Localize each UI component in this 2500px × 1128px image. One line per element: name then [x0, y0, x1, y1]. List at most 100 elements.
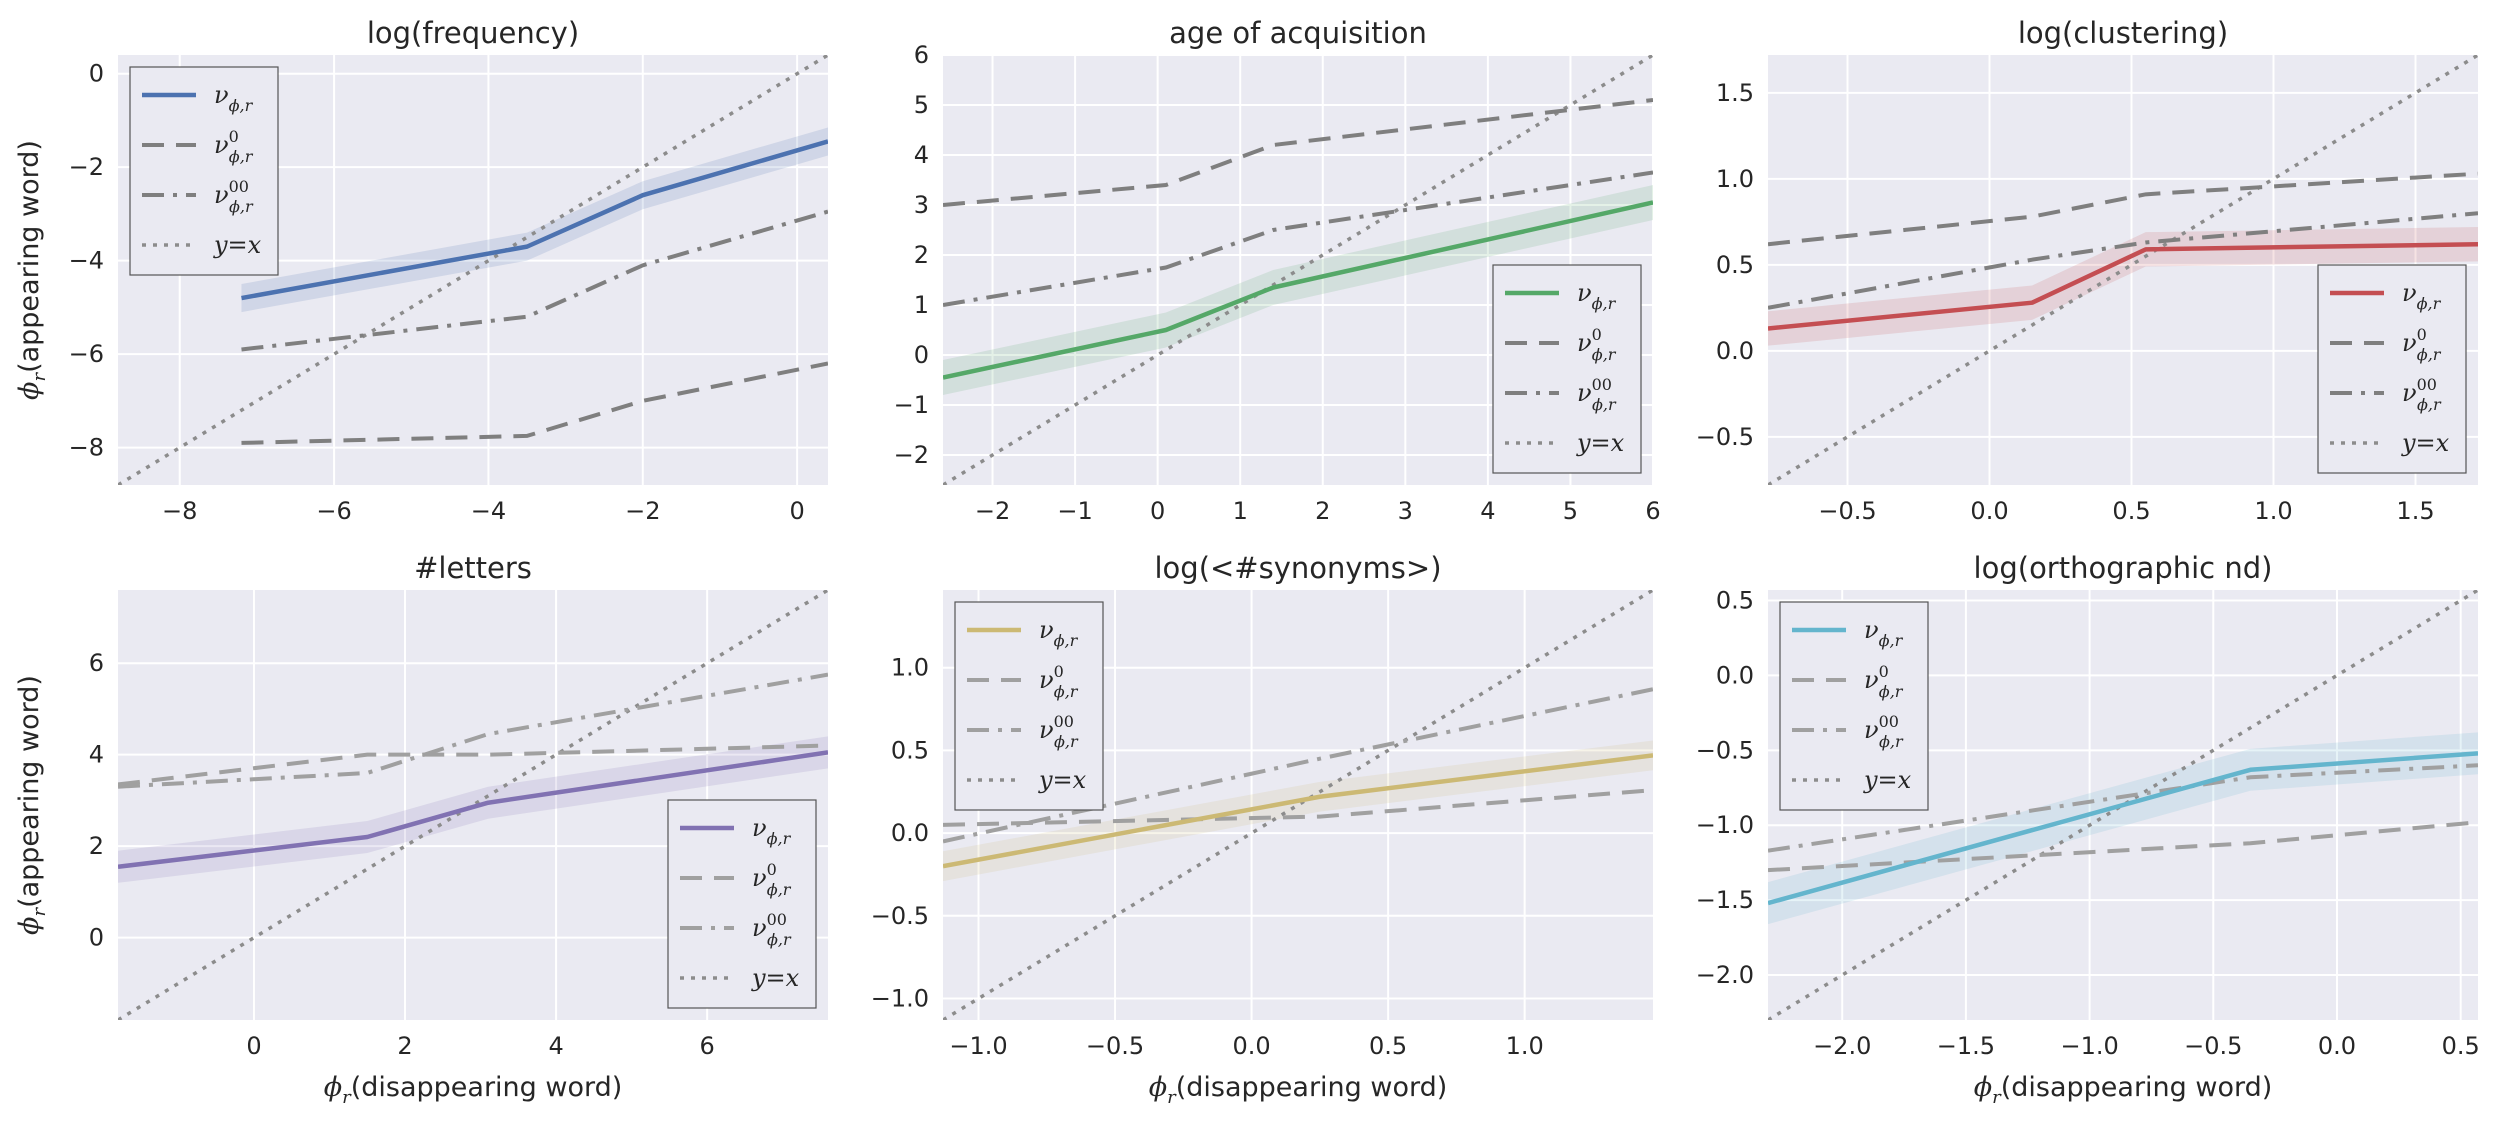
legend-label-3: y=x — [2401, 429, 2450, 457]
y-axis-label: ϕr(appearing word) — [14, 675, 50, 935]
x-tick-label: 3 — [1398, 497, 1413, 525]
y-tick-label: −2.0 — [1696, 961, 1754, 989]
x-tick-label: 2 — [1315, 497, 1330, 525]
chart-title: log(frequency) — [367, 16, 579, 50]
y-tick-label: 2 — [89, 832, 104, 860]
legend-label-1: ν0 ϕ,r — [2402, 325, 2442, 364]
chart-title: log(orthographic nd) — [1974, 551, 2273, 585]
series-line-2 — [241, 209, 828, 352]
y-tick-label: 1 — [914, 291, 929, 319]
series-line-1 — [1768, 171, 2478, 247]
x-tick-label: 6 — [1645, 497, 1660, 525]
x-tick-label: 0 — [1150, 497, 1165, 525]
chart-panel-1: −8 −6 −4 −2 0 −8 −6 −4 −2 0 log(frequency) ϕr(appea… — [14, 16, 828, 525]
y-tick-label: 1.5 — [1716, 79, 1754, 107]
chart-title: log(<#synonyms>) — [1154, 551, 1441, 585]
plot-marks — [1768, 590, 2478, 1020]
x-axis-label: ϕr(disappearing word) — [324, 1072, 623, 1108]
series-line-1 — [943, 98, 1653, 207]
y-tick-label: 6 — [89, 649, 104, 677]
series-line-main — [943, 200, 1653, 380]
x-tick-label: −6 — [316, 497, 351, 525]
x-tick-label: 0.0 — [2318, 1032, 2356, 1060]
y-tick-label: −1.5 — [1696, 886, 1754, 914]
x-tick-label: −1.0 — [2060, 1032, 2118, 1060]
legend-label-3: y=x — [1576, 429, 1625, 457]
y-tick-label: −0.5 — [871, 902, 929, 930]
legend-box — [1492, 264, 1642, 474]
legend: νϕ,r ν0 ϕ,r ν00 ϕ,r y=x — [1492, 264, 1642, 474]
legend-label-1: ν0 ϕ,r — [214, 127, 254, 166]
chart-panel-6: −2.0 −1.5 −1.0 −0.5 0.0 0.5 −2.0 −1.5 −1.0 −0.5 0.… — [1696, 551, 2480, 1108]
chart-panel-3: −0.5 0.0 0.5 1.0 1.5 −0.5 0.0 0.5 1.0 1.5 log(clus… — [1696, 16, 2478, 525]
legend: νϕ,r ν0 ϕ,r ν00 ϕ,r y=x — [1779, 601, 1929, 811]
x-axis-label: ϕr(disappearing word) — [1974, 1072, 2273, 1108]
legend-label-3: y=x — [751, 964, 800, 992]
y-tick-label: −8 — [69, 434, 104, 462]
y-tick-label: 0.5 — [1716, 251, 1754, 279]
series-line-1 — [1768, 820, 2478, 873]
legend: νϕ,r ν0 ϕ,r ν00 ϕ,r y=x — [954, 601, 1104, 811]
y-tick-label: 4 — [914, 141, 929, 169]
x-tick-label: 2 — [397, 1032, 412, 1060]
x-tick-label: 0.0 — [1232, 1032, 1270, 1060]
x-tick-label: 1.0 — [1506, 1032, 1544, 1060]
legend-label-2: ν00 ϕ,r — [2402, 375, 2442, 414]
chart-panel-4: 0 2 4 6 0 2 4 6 #letters ϕr(disappearing word) ϕr(… — [14, 551, 828, 1108]
x-tick-label: 0 — [246, 1032, 261, 1060]
legend: νϕ,r ν0 ϕ,r ν00 ϕ,r y=x — [129, 66, 279, 276]
legend-label-2: ν00 ϕ,r — [1577, 375, 1617, 414]
y-tick-label: 0.0 — [1716, 661, 1754, 689]
y-tick-label: 0 — [914, 341, 929, 369]
x-axis-label: ϕr(disappearing word) — [1149, 1072, 1448, 1108]
y-tick-label: 0.5 — [891, 736, 929, 764]
legend: νϕ,r ν0 ϕ,r ν00 ϕ,r y=x — [667, 799, 817, 1009]
y-axis-label: ϕr(appearing word) — [14, 140, 50, 400]
plot-marks — [1768, 55, 2478, 485]
y-tick-label: −0.5 — [1696, 736, 1754, 764]
x-tick-label: 5 — [1563, 497, 1578, 525]
legend-box — [667, 799, 817, 1009]
legend-box — [954, 601, 1104, 811]
legend-label-0: νϕ,r — [752, 814, 792, 848]
x-tick-label: −4 — [471, 497, 506, 525]
legend-label-1: ν0 ϕ,r — [1039, 662, 1079, 701]
series-line-2 — [118, 672, 828, 789]
y-tick-label: 2 — [914, 241, 929, 269]
series-line-main — [943, 753, 1653, 869]
plot-marks — [118, 590, 828, 1020]
confidence-band — [241, 127, 828, 313]
legend-label-2: ν00 ϕ,r — [1039, 712, 1079, 751]
y-tick-label: 0.0 — [1716, 337, 1754, 365]
y-tick-label: 1.0 — [891, 654, 929, 682]
legend-box — [2317, 264, 2467, 474]
x-tick-label: −1.5 — [1937, 1032, 1995, 1060]
series-line-main — [118, 750, 828, 869]
y-tick-label: 3 — [914, 191, 929, 219]
legend-box — [129, 66, 279, 276]
legend-label-3: y=x — [1863, 766, 1912, 794]
y-tick-label: 0.5 — [1716, 586, 1754, 614]
legend-label-0: νϕ,r — [2402, 279, 2442, 313]
series-line-2 — [1768, 211, 2478, 310]
x-tick-label: 0.5 — [1369, 1032, 1407, 1060]
x-tick-label: 1.0 — [2254, 497, 2292, 525]
x-tick-label: −0.5 — [2184, 1032, 2242, 1060]
x-tick-label: 0 — [789, 497, 804, 525]
legend-label-1: ν0 ϕ,r — [1577, 325, 1617, 364]
legend-box — [1779, 601, 1929, 811]
confidence-band — [943, 185, 1653, 395]
series-line-2 — [943, 170, 1653, 307]
x-tick-label: 6 — [700, 1032, 715, 1060]
legend-label-2: ν00 ϕ,r — [752, 910, 792, 949]
legend-label-3: y=x — [213, 231, 262, 259]
plot-marks — [118, 55, 828, 485]
x-tick-label: 1.5 — [2396, 497, 2434, 525]
chart-title: #letters — [414, 551, 532, 585]
x-tick-label: 0.0 — [1970, 497, 2008, 525]
series-line-1 — [241, 361, 828, 445]
legend-label-0: νϕ,r — [214, 81, 254, 115]
chart-panel-5: −1.0 −0.5 0.0 0.5 1.0 −1.0 −0.5 0.0 0.5 1.0 log(<#… — [871, 551, 1653, 1108]
y-tick-label: −4 — [69, 247, 104, 275]
